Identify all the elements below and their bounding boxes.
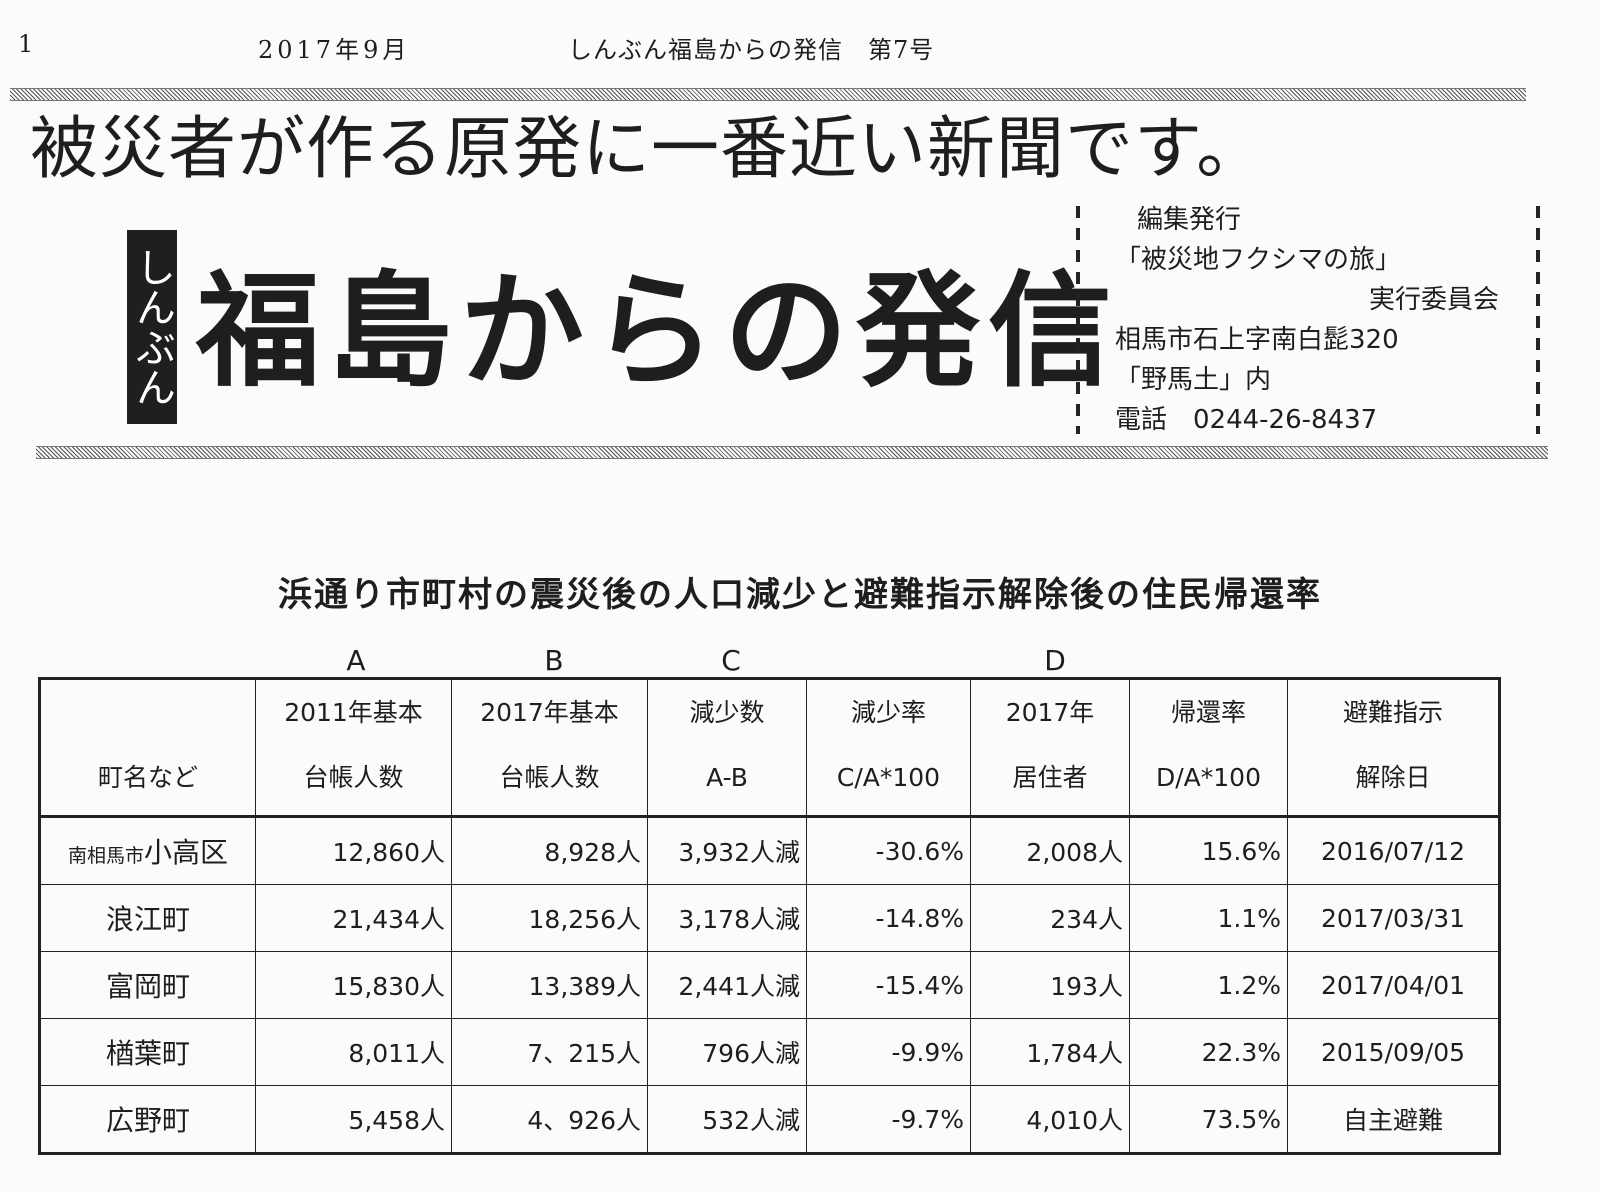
tagline: 被災者が作る原発に一番近い新聞です。 xyxy=(30,110,1266,189)
header-town-name: 町名など xyxy=(39,678,256,817)
publisher-box-right-border xyxy=(1536,206,1540,434)
lift-date: 2017/03/31 xyxy=(1287,884,1500,952)
decrease-rate: -30.6% xyxy=(806,815,971,885)
lift-date: 2017/04/01 xyxy=(1287,951,1500,1019)
pop-2017: 7、215人 xyxy=(451,1018,648,1086)
town-name: 南相馬市小高区 xyxy=(39,815,256,885)
table-row: 広野町 5,458人 4、926人 532人減 -9.7% 4,010人 73.… xyxy=(39,1085,1500,1154)
decrease-rate: -15.4% xyxy=(806,951,971,1019)
residents-2017: 2,008人 xyxy=(970,815,1130,885)
town-name: 広野町 xyxy=(39,1085,256,1154)
pop-2017: 18,256人 xyxy=(451,884,648,952)
page-number: 1 xyxy=(18,30,34,58)
decrease-rate: -14.8% xyxy=(806,884,971,952)
publisher-care-of: 「野馬土」内 xyxy=(1115,365,1272,395)
header-lift-date: 避難指示 解除日 xyxy=(1287,678,1500,817)
residents-2017: 234人 xyxy=(970,884,1130,952)
pop-2011: 12,860人 xyxy=(255,815,452,885)
column-letter-b: B xyxy=(544,644,564,677)
table-row: 浪江町 21,434人 18,256人 3,178人減 -14.8% 234人 … xyxy=(39,884,1500,952)
header-residents-2017: 2017年 居住者 xyxy=(970,678,1130,817)
residents-2017: 4,010人 xyxy=(970,1085,1130,1154)
return-rate: 22.3% xyxy=(1129,1018,1288,1086)
residents-2017: 1,784人 xyxy=(970,1018,1130,1086)
publisher-label: 編集発行 xyxy=(1137,205,1242,235)
return-rate: 1.1% xyxy=(1129,884,1288,952)
town-name: 浪江町 xyxy=(39,884,256,952)
decrease-rate: -9.9% xyxy=(806,1018,971,1086)
table-row: 富岡町 15,830人 13,389人 2,441人減 -15.4% 193人 … xyxy=(39,951,1500,1019)
masthead-title: 福島からの発信 xyxy=(196,259,1121,404)
table-row: 楢葉町 8,011人 7、215人 796人減 -9.9% 1,784人 22.… xyxy=(39,1018,1500,1086)
table-row: 南相馬市小高区 12,860人 8,928人 3,932人減 -30.6% 2,… xyxy=(39,815,1500,885)
column-letter-a: A xyxy=(346,644,366,677)
issue-header-line: 1 2017年9月 しんぶん福島からの発信 第7号 xyxy=(0,24,1100,64)
pop-2017: 13,389人 xyxy=(451,951,648,1019)
pop-2017: 4、926人 xyxy=(451,1085,648,1154)
pop-2011: 21,434人 xyxy=(255,884,452,952)
pop-2011: 15,830人 xyxy=(255,951,452,1019)
publisher-box-left-border xyxy=(1076,206,1080,434)
header-decrease: 減少数 A-B xyxy=(647,678,807,817)
header-pop-2011: 2011年基本 台帳人数 xyxy=(255,678,452,817)
table-title: 浜通り市町村の震災後の人口減少と避難指示解除後の住民帰還率 xyxy=(278,575,1322,615)
table-header-row: 町名など 2011年基本 台帳人数 2017年基本 台帳人数 減少数 A-B 減少率 C… xyxy=(39,678,1500,817)
lift-date: 自主避難 xyxy=(1287,1085,1500,1154)
population-table: 町名など 2011年基本 台帳人数 2017年基本 台帳人数 減少数 A-B 減少率 C… xyxy=(38,677,1501,1155)
decrease: 3,178人減 xyxy=(647,884,807,952)
column-letter-c: C xyxy=(721,644,741,677)
decrease: 796人減 xyxy=(647,1018,807,1086)
publisher-box: 編集発行 「被災地フクシマの旅」 実行委員会 相馬市石上字南白髭320 「野馬土… xyxy=(1115,200,1515,440)
publisher-phone: 電話 0244-26-8437 xyxy=(1115,405,1378,435)
pop-2011: 5,458人 xyxy=(255,1085,452,1154)
publisher-org: 「被災地フクシマの旅」 xyxy=(1115,245,1402,275)
masthead-label: しんぶん xyxy=(127,230,177,424)
residents-2017: 193人 xyxy=(970,951,1130,1019)
decrease: 3,932人減 xyxy=(647,815,807,885)
return-rate: 1.2% xyxy=(1129,951,1288,1019)
bottom-hatched-rule xyxy=(36,446,1548,459)
decrease-rate: -9.7% xyxy=(806,1085,971,1154)
publisher-address: 相馬市石上字南白髭320 xyxy=(1115,325,1399,355)
town-name: 楢葉町 xyxy=(39,1018,256,1086)
issue-paper-name: しんぶん福島からの発信 第7号 xyxy=(568,36,935,64)
return-rate: 15.6% xyxy=(1129,815,1288,885)
lift-date: 2016/07/12 xyxy=(1287,815,1500,885)
header-pop-2017: 2017年基本 台帳人数 xyxy=(451,678,648,817)
column-letter-d: D xyxy=(1044,644,1066,677)
issue-date: 2017年9月 xyxy=(258,36,411,64)
header-return-rate: 帰還率 D/A*100 xyxy=(1129,678,1288,817)
town-prefix: 南相馬市 xyxy=(67,845,144,867)
top-hatched-rule xyxy=(10,88,1526,101)
publisher-committee: 実行委員会 xyxy=(1368,285,1499,315)
lift-date: 2015/09/05 xyxy=(1287,1018,1500,1086)
header-decrease-rate: 減少率 C/A*100 xyxy=(806,678,971,817)
pop-2011: 8,011人 xyxy=(255,1018,452,1086)
return-rate: 73.5% xyxy=(1129,1085,1288,1154)
decrease: 532人減 xyxy=(647,1085,807,1154)
town-name: 富岡町 xyxy=(39,951,256,1019)
decrease: 2,441人減 xyxy=(647,951,807,1019)
pop-2017: 8,928人 xyxy=(451,815,648,885)
